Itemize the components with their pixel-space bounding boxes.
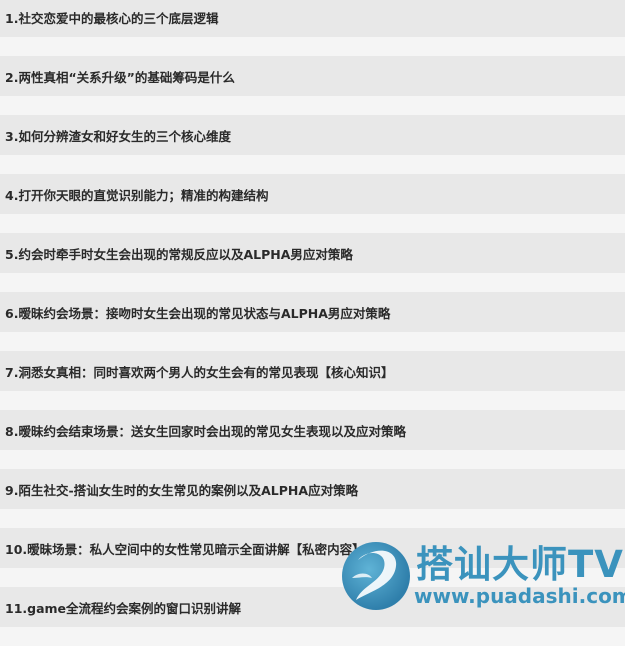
list-item[interactable]: 10.暧昧场景：私人空间中的女性常见暗示全面讲解【私密内容】 bbox=[0, 528, 625, 568]
list-item[interactable]: 1.社交恋爱中的最核心的三个底层逻辑 bbox=[0, 0, 625, 37]
watermark-url: www.puadashi.com bbox=[414, 584, 625, 608]
watermark-title: 搭讪大师TV bbox=[416, 543, 624, 586]
watermark-logo-icon bbox=[342, 542, 410, 610]
watermark: 搭讪大师TV www.puadashi.com bbox=[338, 530, 625, 624]
list-item[interactable]: 4.打开你天眼的直觉识别能力；精准的构建结构 bbox=[0, 174, 625, 214]
list-item[interactable]: 3.如何分辨渣女和好女生的三个核心维度 bbox=[0, 115, 625, 155]
list-item[interactable]: 8.暧昧约会结束场景：送女生回家时会出现的常见女生表现以及应对策略 bbox=[0, 410, 625, 450]
list-item[interactable]: 6.暧昧约会场景：接吻时女生会出现的常见状态与ALPHA男应对策略 bbox=[0, 292, 625, 332]
list-item[interactable]: 2.两性真相“关系升级”的基础筹码是什么 bbox=[0, 56, 625, 96]
list-item[interactable]: 9.陌生社交-搭讪女生时的女生常见的案例以及ALPHA应对策略 bbox=[0, 469, 625, 509]
list-item[interactable]: 5.约会时牵手时女生会出现的常规反应以及ALPHA男应对策略 bbox=[0, 233, 625, 273]
list-item[interactable]: 7.洞悉女真相：同时喜欢两个男人的女生会有的常见表现【核心知识】 bbox=[0, 351, 625, 391]
list-item[interactable]: 11.game全流程约会案例的窗口识别讲解 bbox=[0, 587, 625, 627]
